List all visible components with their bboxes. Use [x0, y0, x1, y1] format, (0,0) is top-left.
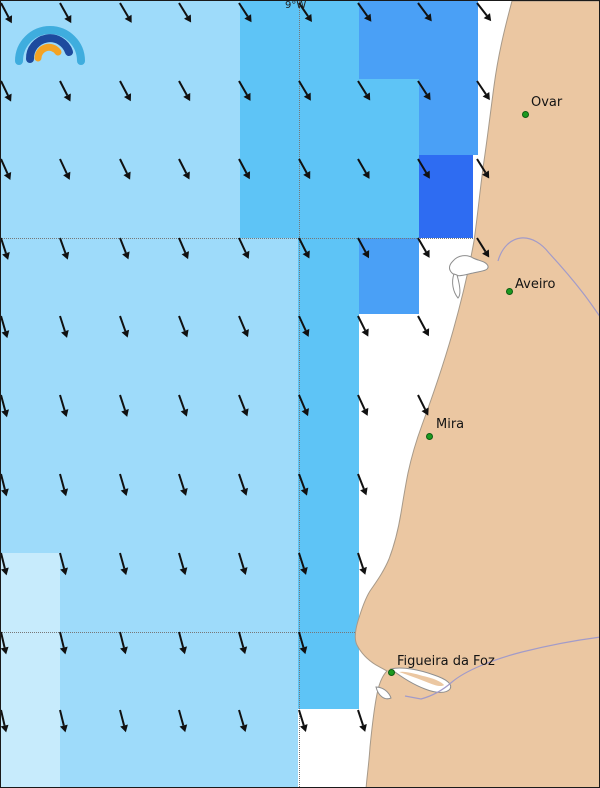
city-dot-aveiro — [506, 288, 513, 295]
wind-speed-cell — [298, 238, 359, 709]
city-label-ovar: Ovar — [531, 95, 563, 110]
city-dot-figueira-da-foz — [388, 669, 395, 676]
city-label-figueira-da-foz: Figueira da Foz — [397, 654, 495, 669]
city-label-mira: Mira — [436, 417, 465, 432]
estuary-islands — [399, 671, 444, 687]
wind-speed-cell — [359, 1, 478, 79]
city-dot-ovar — [522, 111, 529, 118]
water-feature — [375, 686, 392, 700]
wind-speed-cell — [60, 553, 298, 787]
wind-speed-cell — [419, 155, 473, 238]
weather-rainbow-logo-icon — [15, 26, 85, 65]
meridian-label-9w: 9°W — [285, 0, 307, 11]
water-feature — [449, 255, 489, 277]
roads — [404, 237, 599, 700]
land-polygon — [354, 1, 599, 787]
wind-speed-cell — [1, 553, 60, 787]
city-label-aveiro: Aveiro — [515, 277, 556, 292]
road-line — [497, 237, 599, 317]
road-line — [404, 636, 599, 700]
water-feature — [452, 273, 461, 299]
city-dot-mira — [426, 433, 433, 440]
wind-speed-cell — [359, 79, 419, 238]
wind-speed-cell — [1, 238, 298, 553]
estuary-island — [399, 671, 444, 687]
